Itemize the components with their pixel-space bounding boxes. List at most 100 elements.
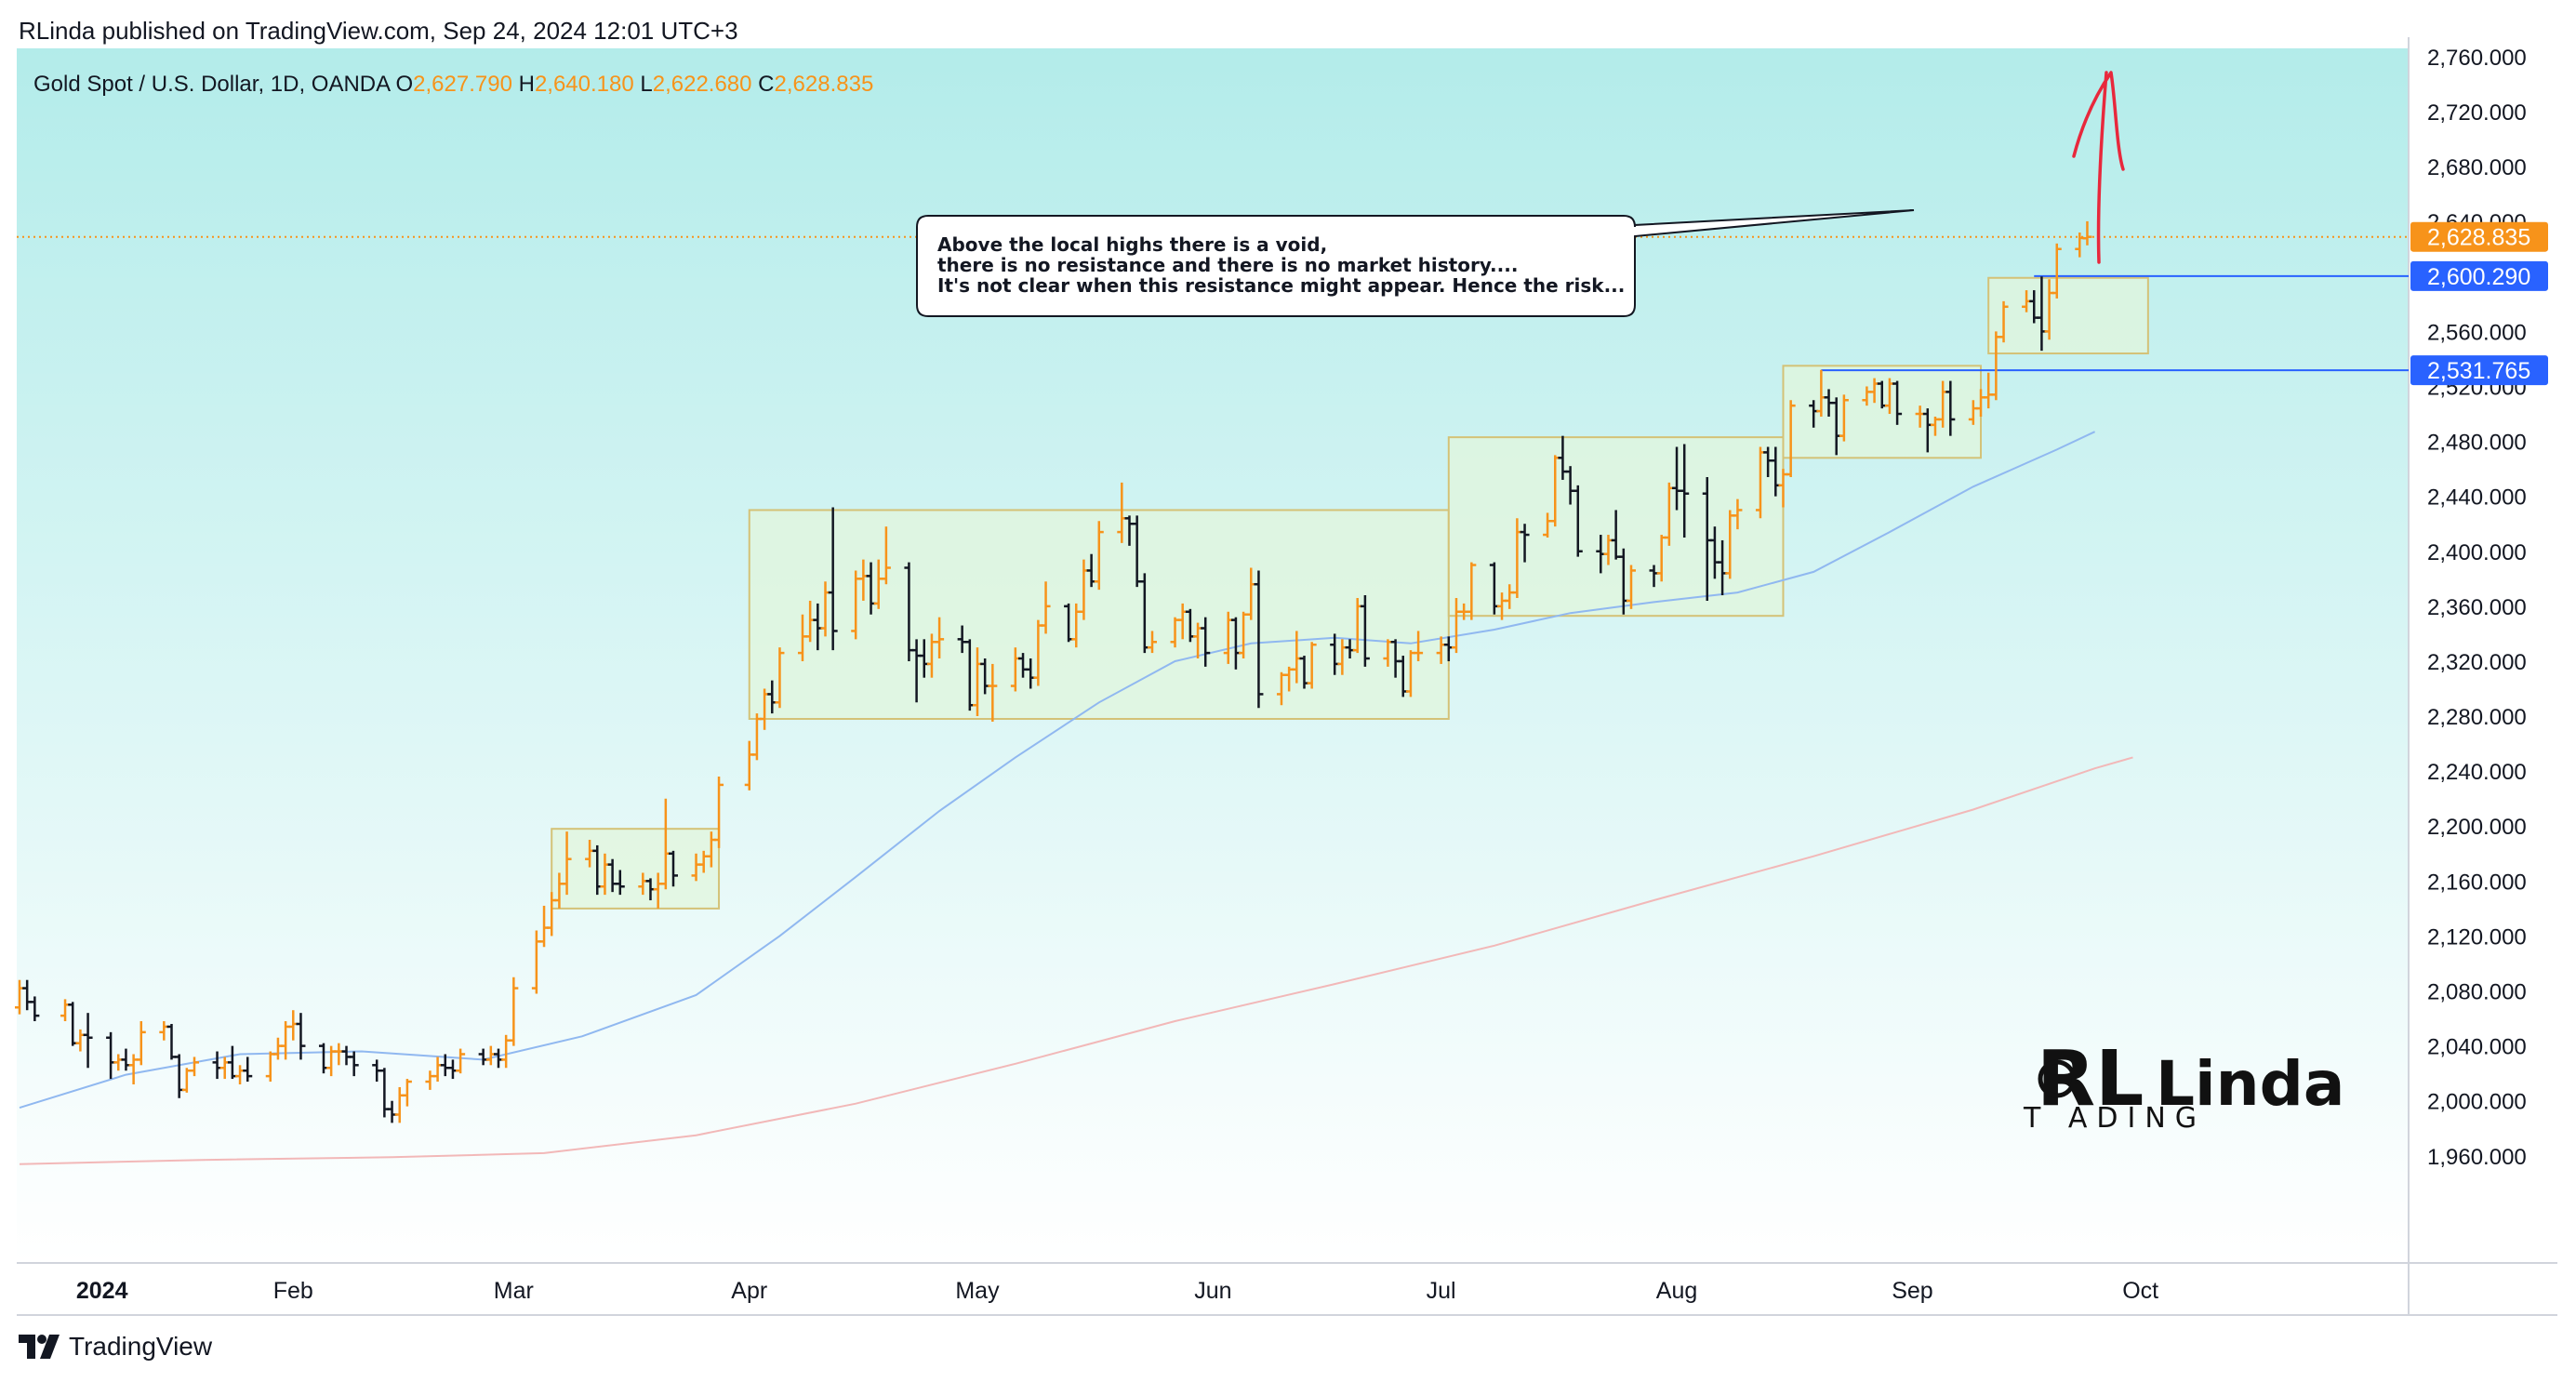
ohlc-bar [669,850,679,887]
zone-box-1 [551,828,721,910]
time-tick-label: 2024 [76,1278,128,1304]
ohlc-bar [83,1013,93,1069]
ohlc-bar [1998,300,2009,343]
price-tick-label: 1,960.000 [2427,1145,2527,1170]
ohlc-bar [1786,400,1796,477]
ohlc-bar [296,1013,306,1060]
ohlc-bar [1041,581,1051,634]
ohlc-bar [2052,243,2062,299]
price-tick-label: 2,720.000 [2427,100,2527,126]
ohlc-bar [1839,394,1849,442]
logo-rl: RL [2037,1035,2144,1123]
time-tick-label: Feb [273,1278,313,1304]
callout-text-line: Above the local highs there is a void, [937,233,1327,256]
price-tick-label: 2,480.000 [2427,431,2527,456]
ohlc-bar [1094,521,1104,591]
time-tick-label: Jun [1194,1278,1231,1304]
ohlc-bar [243,1056,253,1083]
ohlc-bar [1573,485,1583,557]
upward-arrow-drawing [2072,71,2125,264]
ma-slow-line [19,756,2133,1165]
zone-box-5 [1987,276,2149,355]
price-tick-label: 2,560.000 [2427,320,2527,345]
tradingview-footer[interactable]: TradingView [19,1332,212,1362]
price-tick-label: 2,280.000 [2427,705,2527,730]
arrow-stroke [2072,71,2125,264]
price-label-text: 2,531.765 [2427,358,2530,384]
time-tick-label: Mar [494,1278,534,1304]
ohlc-key: H [519,72,535,97]
time-tick-label: Oct [2122,1278,2158,1304]
price-label-box [2410,355,2548,386]
time-tick-label: May [955,1278,1000,1304]
ohlc-bar [935,617,945,659]
ohlc-bar [2082,220,2092,246]
symbol-header: Gold Spot / U.S. Dollar, 1D, OANDA O2,62… [33,72,873,97]
ohlc-value: 2,627.790 [413,72,518,97]
callout-bubble [916,209,1915,317]
ohlc-bar [1733,498,1743,530]
ohlc-bar [988,663,998,722]
price-tick-label: 2,000.000 [2427,1090,2527,1115]
ohlc-bar [714,777,724,848]
ohlc-bars [15,220,2092,1123]
ohlc-value: 2,640.180 [535,72,640,97]
ohlc-bar [456,1048,466,1074]
price-axis[interactable]: 1,960.000 2,000.000 2,040.000 2,080.000 2,12… [2410,46,2548,1170]
symbol-name: Gold Spot / U.S. Dollar, 1D, OANDA [33,72,395,97]
ohlc-bar [349,1051,359,1077]
price-tick-label: 2,080.000 [2427,980,2527,1005]
time-tick-label: Apr [731,1278,767,1304]
ohlc-bar [828,507,838,651]
ohlc-bar [1148,631,1157,654]
callout-text-line: there is no resistance and there is no m… [937,254,1518,276]
price-label-box [2410,260,2548,291]
tradingview-name: TradingView [69,1332,213,1361]
price-label-box [2410,221,2548,252]
ohlc-bar [136,1021,146,1066]
ohlc-bar [1626,565,1636,609]
callout-annotation[interactable]: Above the local highs there is a void,th… [916,209,1915,317]
price-tick-label: 2,680.000 [2427,155,2527,180]
ohlc-bar [1945,380,1956,436]
ohlc-key: O [395,72,413,97]
publisher-line: RLinda published on TradingView.com, Sep… [19,17,738,45]
ohlc-bar [1414,631,1424,661]
logo-trading: T ADING [2023,1102,2206,1135]
time-tick-label: Aug [1656,1278,1697,1304]
ohlc-bar [1467,562,1477,620]
ohlc-value: 2,622.680 [653,72,758,97]
price-tick-label: 2,240.000 [2427,760,2527,785]
price-tick-label: 2,320.000 [2427,650,2527,675]
ohlc-bar [1201,617,1211,667]
time-axis[interactable]: 2024 Feb Mar Apr May Jun Jul Aug Sep Oct [76,1278,2158,1304]
price-tick-label: 2,160.000 [2427,870,2527,895]
ohlc-bar [1360,595,1370,667]
logo-word: Linda [2156,1048,2344,1120]
ohlc-key: C [758,72,774,97]
ohlc-bar [1520,524,1530,563]
ohlc-value: 2,628.835 [775,72,874,97]
symbol-title: Gold Spot / U.S. Dollar, 1D, OANDA O2,62… [33,72,873,97]
ohlc-bar [30,996,40,1022]
time-tick-label: Jul [1427,1278,1456,1304]
price-tick-label: 2,040.000 [2427,1035,2527,1060]
ohlc-bar [1680,444,1690,538]
price-tick-label: 2,360.000 [2427,595,2527,620]
ohlc-bar [190,1056,200,1077]
tradingview-logo-icon [19,1335,60,1359]
ohlc-key: L [640,72,652,97]
ohlc-bar [775,647,785,709]
ohlc-bar [1307,642,1317,689]
ohlc-bar [402,1079,412,1107]
time-tick-label: Sep [1892,1278,1932,1304]
price-tick-label: 2,760.000 [2427,46,2527,71]
price-label-text: 2,628.835 [2427,225,2530,251]
callout-text-line: It's not clear when this resistance migh… [937,274,1625,297]
price-tick-label: 2,120.000 [2427,924,2527,950]
ohlc-bar [881,526,891,585]
consolidation-zones [551,276,2149,910]
price-tick-label: 2,200.000 [2427,815,2527,840]
price-tick-label: 2,400.000 [2427,540,2527,565]
